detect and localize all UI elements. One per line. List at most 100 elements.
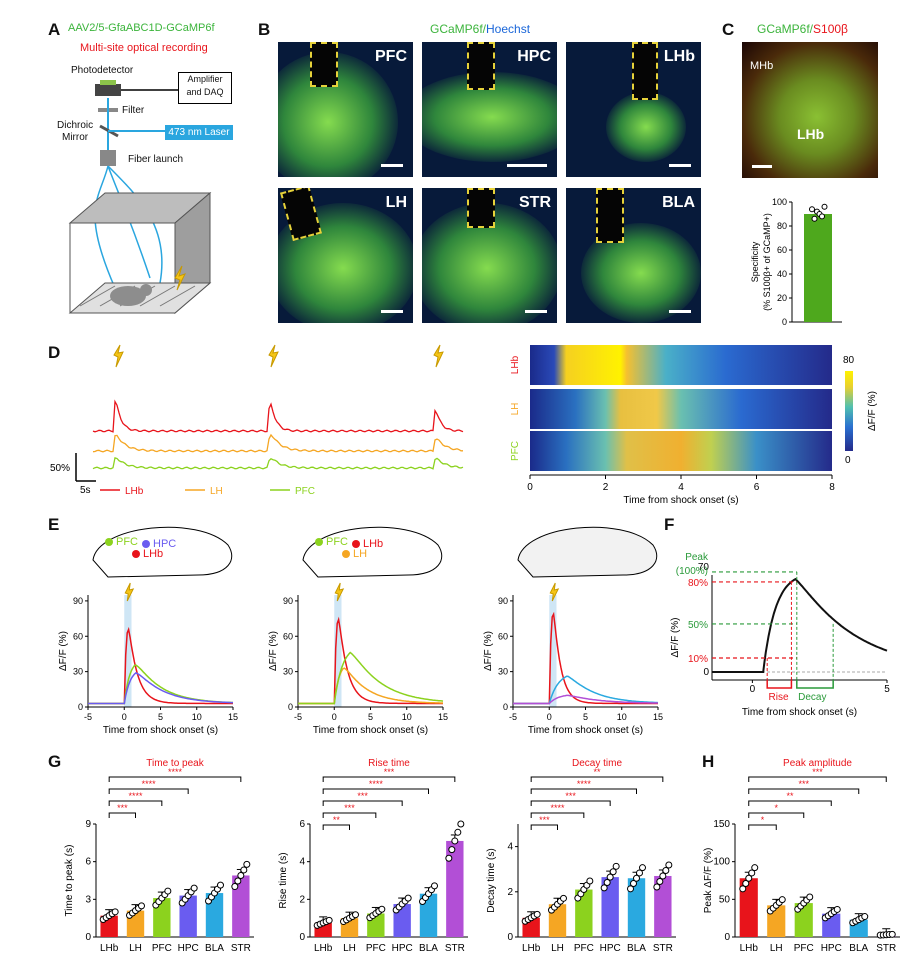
- panel-c-title: GCaMP6f/S100β: [757, 22, 848, 36]
- data-point: [378, 905, 386, 913]
- data-point: [243, 860, 251, 868]
- data-point: [325, 916, 333, 924]
- data-point: [819, 213, 825, 220]
- shock-icon: [268, 344, 279, 368]
- y-label-1: Specificity: [750, 241, 760, 282]
- scale-y-label: 50%: [50, 463, 70, 474]
- trace-LHb: [92, 399, 464, 433]
- sig-label: ****: [577, 779, 592, 789]
- data-point: [164, 887, 172, 895]
- y-tick-label: 30: [73, 667, 83, 677]
- panel-letter-f: F: [664, 515, 675, 534]
- amplifier-box: Amplifier and DAQ: [178, 72, 232, 104]
- image-str: STR: [422, 188, 557, 323]
- data-point: [431, 882, 438, 890]
- data-point: [833, 905, 841, 913]
- photodetector-label: Photodetector: [71, 65, 134, 76]
- sig-bracket: [530, 788, 637, 794]
- y-label-2: (% S100β+ of GCaMP+): [762, 213, 772, 311]
- x-tick-label: 15: [438, 712, 448, 722]
- sig-label: *: [774, 803, 778, 813]
- y-tick-label: 90: [498, 596, 508, 606]
- y-tick-label: 60: [283, 631, 293, 641]
- x-axis-label: Time from shock onset (s): [623, 495, 738, 506]
- setup-diagram: [68, 80, 212, 315]
- region-dot: [352, 540, 360, 548]
- image-hpc: HPC: [422, 42, 557, 177]
- x-tick-label: -5: [509, 712, 517, 722]
- sig-bracket: [322, 800, 403, 806]
- colorbar-label: ΔF/F (%): [867, 391, 878, 431]
- y-tick-label: 30: [498, 667, 508, 677]
- category-label: LHb: [740, 943, 759, 954]
- sig-label: ****: [168, 767, 183, 777]
- chart-title: Peak amplitude: [783, 758, 852, 769]
- image-pfc: PFC: [278, 42, 413, 177]
- x-tick-label: -5: [84, 712, 92, 722]
- c-lhb-label: LHb: [797, 126, 825, 142]
- shock-icon: [113, 344, 124, 368]
- category-label: HPC: [600, 943, 621, 954]
- s100b-label: S100β: [813, 22, 848, 36]
- data-point: [809, 206, 815, 213]
- x-tick-label: 0: [750, 684, 756, 695]
- sig-bracket: [530, 776, 664, 782]
- category-label: LH: [343, 943, 356, 954]
- specificity-chart: 0 20 40 60 80 100 Specificity (% S100β+ of GCaM…: [750, 197, 842, 327]
- data-point: [451, 837, 459, 845]
- sig-bracket: [748, 812, 805, 818]
- region-label-lh: LH: [385, 194, 407, 211]
- sig-bracket: [108, 788, 189, 794]
- sig-bracket: [748, 800, 832, 806]
- p50-label: 50%: [688, 620, 708, 631]
- y-tick-label: 60: [777, 245, 787, 255]
- heatmap-row-label: PFC: [510, 441, 521, 461]
- x-tick-label: 15: [228, 712, 238, 722]
- sig-bracket: [530, 812, 585, 818]
- category-label: BLA: [849, 943, 868, 954]
- bar-STR: [654, 875, 672, 937]
- image-lhb: LHb: [566, 42, 701, 177]
- heatmap-plot: LHb LH PFC 0 2 4 6 8 Time from shock onset (s) 80…: [510, 345, 878, 506]
- x-tick-label: 0: [547, 712, 552, 722]
- x-tick-label: 0: [527, 482, 533, 493]
- bar-LHb: [739, 878, 758, 937]
- y-tick-label: 90: [283, 596, 293, 606]
- sig-bracket: [530, 824, 558, 830]
- shock-icon: [549, 582, 560, 602]
- y-axis-label: ΔF/F (%): [670, 617, 681, 657]
- shock-icon: [124, 582, 135, 602]
- sig-bracket: [322, 776, 456, 782]
- sig-label: ***: [344, 803, 355, 813]
- heatmap-row-label: LH: [510, 403, 521, 416]
- x-tick-label: 8: [829, 482, 835, 493]
- data-point: [231, 883, 239, 891]
- x-tick-label: 5: [368, 712, 373, 722]
- brain-region-label: LHb: [363, 538, 383, 550]
- y-tick-label: 0: [78, 702, 83, 712]
- x-axis-label: Time from shock onset (s): [742, 707, 857, 718]
- sig-bracket: [322, 824, 350, 830]
- y-tick-label: 50: [719, 894, 731, 905]
- x-tick-label: 0: [332, 712, 337, 722]
- data-point: [806, 893, 814, 901]
- y-tick-label: 0: [503, 702, 508, 712]
- category-label: PFC: [152, 943, 172, 954]
- kinetic-trace: [712, 577, 888, 673]
- trace-LH: [92, 433, 463, 453]
- sig-label: ***: [812, 767, 823, 777]
- region-label-str: STR: [519, 194, 551, 211]
- recording-subtitle: Multi-site optical recording: [80, 42, 208, 54]
- sig-bracket: [108, 812, 136, 818]
- laser-label: 473 nm Laser: [165, 125, 233, 140]
- brain-outline: [517, 526, 658, 578]
- sig-label: ***: [384, 767, 395, 777]
- category-label: STR: [445, 943, 465, 954]
- data-point: [404, 894, 412, 902]
- y-tick-label: 0: [724, 932, 730, 943]
- legend-label: LHb: [125, 486, 144, 497]
- gcamp-label: GCaMP6f/: [430, 22, 487, 36]
- category-label: LH: [129, 943, 142, 954]
- data-point: [639, 864, 646, 872]
